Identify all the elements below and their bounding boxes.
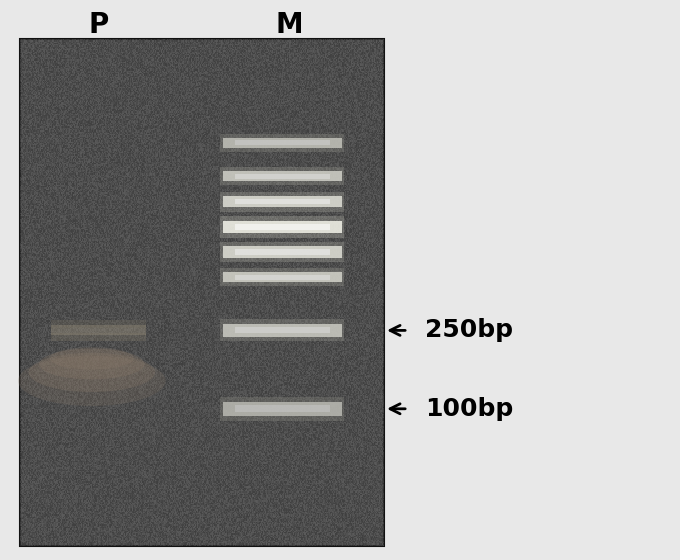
Bar [223,402,341,416]
Bar [51,320,146,328]
Ellipse shape [29,353,155,392]
Bar [235,405,330,412]
Bar [235,199,330,204]
Ellipse shape [50,347,134,370]
Bar [51,333,146,341]
Ellipse shape [18,356,165,406]
Bar [220,216,344,238]
Bar [51,325,146,335]
Bar [223,221,341,233]
Ellipse shape [39,348,144,380]
Bar [223,171,341,181]
Bar [223,138,341,148]
Bar [223,324,341,337]
Bar [220,396,344,421]
Bar [235,249,330,255]
Bar [220,192,344,212]
Bar [223,246,341,258]
Bar [235,275,330,280]
Bar [220,167,344,185]
Bar [235,174,330,179]
Bar [223,196,341,207]
Bar [220,134,344,152]
Bar [235,140,330,146]
Bar [235,327,330,333]
Bar [220,268,344,286]
Bar [220,242,344,262]
Text: 250bp: 250bp [425,319,513,342]
Bar [220,319,344,342]
Text: 100bp: 100bp [425,397,513,421]
Bar [20,39,384,546]
Text: P: P [88,11,109,39]
Text: M: M [275,11,303,39]
Bar [235,224,330,230]
Bar [223,272,341,282]
